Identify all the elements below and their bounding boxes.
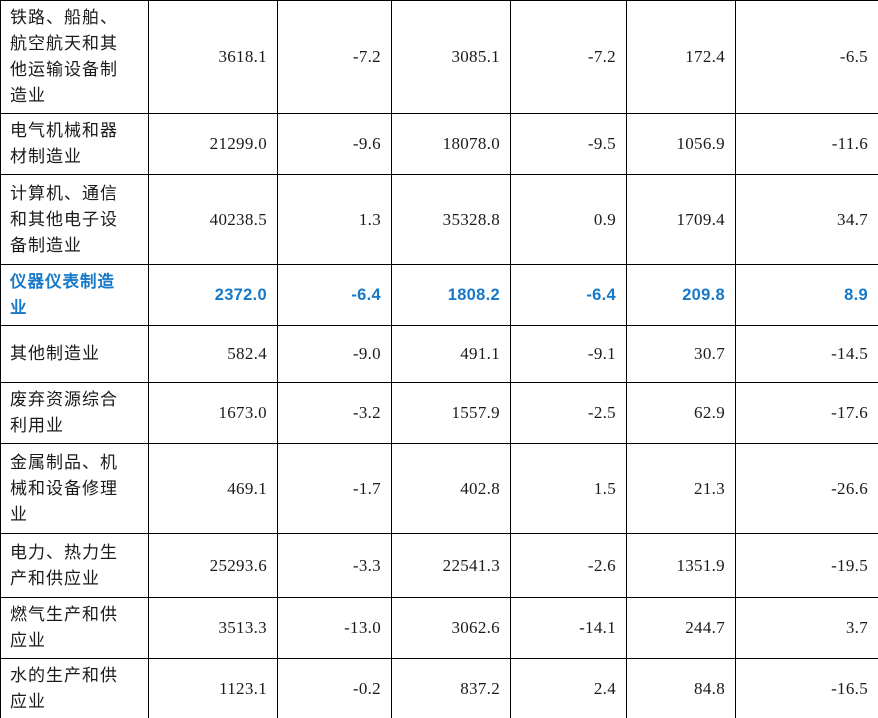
value-cell: -7.2 [510, 0, 627, 114]
table-row: 燃气生产和供应业 3513.3 -13.0 3062.6 -14.1 244.7 3.7 [0, 597, 878, 659]
value-cell: 35328.8 [391, 174, 511, 265]
value-cell: 8.9 [735, 264, 878, 326]
industry-name-cell: 金属制品、机械和设备修理业 [0, 443, 149, 534]
value-cell: 244.7 [626, 597, 736, 659]
value-cell: 3618.1 [148, 0, 278, 114]
value-cell: -7.2 [277, 0, 392, 114]
value-cell: 402.8 [391, 443, 511, 534]
value-cell: -26.6 [735, 443, 878, 534]
value-cell: -6.5 [735, 0, 878, 114]
value-cell: -14.5 [735, 325, 878, 383]
table-row: 铁路、船舶、航空航天和其他运输设备制造业 3618.1 -7.2 3085.1 -7.2… [0, 0, 878, 114]
value-cell: 62.9 [626, 382, 736, 444]
value-cell: -9.1 [510, 325, 627, 383]
value-cell: 1056.9 [626, 113, 736, 175]
value-cell: -14.1 [510, 597, 627, 659]
value-cell: 21299.0 [148, 113, 278, 175]
value-cell: 1557.9 [391, 382, 511, 444]
value-cell: 491.1 [391, 325, 511, 383]
industry-name-cell: 电力、热力生产和供应业 [0, 533, 149, 598]
value-cell: 1673.0 [148, 382, 278, 444]
value-cell: 3062.6 [391, 597, 511, 659]
value-cell: -9.6 [277, 113, 392, 175]
value-cell: 3513.3 [148, 597, 278, 659]
industry-name-cell: 仪器仪表制造业 [0, 264, 149, 326]
value-cell: -16.5 [735, 658, 878, 718]
value-cell: -6.4 [277, 264, 392, 326]
value-cell: 30.7 [626, 325, 736, 383]
table-row: 其他制造业 582.4 -9.0 491.1 -9.1 30.7 -14.5 [0, 325, 878, 383]
value-cell: 21.3 [626, 443, 736, 534]
value-cell: 2372.0 [148, 264, 278, 326]
value-cell: -0.2 [277, 658, 392, 718]
value-cell: 469.1 [148, 443, 278, 534]
value-cell: -9.5 [510, 113, 627, 175]
value-cell: 3085.1 [391, 0, 511, 114]
value-cell: 25293.6 [148, 533, 278, 598]
value-cell: 1123.1 [148, 658, 278, 718]
value-cell: -6.4 [510, 264, 627, 326]
value-cell: 172.4 [626, 0, 736, 114]
industry-name-cell: 废弃资源综合利用业 [0, 382, 149, 444]
table-row: 水的生产和供应业 1123.1 -0.2 837.2 2.4 84.8 -16.5 [0, 658, 878, 718]
value-cell: 1.5 [510, 443, 627, 534]
value-cell: -9.0 [277, 325, 392, 383]
value-cell: 1808.2 [391, 264, 511, 326]
value-cell: 837.2 [391, 658, 511, 718]
value-cell: -3.3 [277, 533, 392, 598]
value-cell: -2.5 [510, 382, 627, 444]
value-cell: -13.0 [277, 597, 392, 659]
industry-name-cell: 其他制造业 [0, 325, 149, 383]
industry-name-cell: 铁路、船舶、航空航天和其他运输设备制造业 [0, 0, 149, 114]
value-cell: 1351.9 [626, 533, 736, 598]
value-cell: 0.9 [510, 174, 627, 265]
value-cell: 582.4 [148, 325, 278, 383]
table-row: 计算机、通信和其他电子设备制造业 40238.5 1.3 35328.8 0.9 1709… [0, 174, 878, 265]
value-cell: 1709.4 [626, 174, 736, 265]
value-cell: 18078.0 [391, 113, 511, 175]
value-cell: -3.2 [277, 382, 392, 444]
value-cell: 209.8 [626, 264, 736, 326]
value-cell: 2.4 [510, 658, 627, 718]
industry-name-cell: 电气机械和器材制造业 [0, 113, 149, 175]
value-cell: -1.7 [277, 443, 392, 534]
value-cell: -11.6 [735, 113, 878, 175]
value-cell: 22541.3 [391, 533, 511, 598]
table-row: 金属制品、机械和设备修理业 469.1 -1.7 402.8 1.5 21.3 -26.6 [0, 443, 878, 534]
table-row: 电力、热力生产和供应业 25293.6 -3.3 22541.3 -2.6 1351.9-… [0, 533, 878, 598]
value-cell: -17.6 [735, 382, 878, 444]
table-row: 电气机械和器材制造业 21299.0 -9.6 18078.0 -9.5 1056.9 -1… [0, 113, 878, 175]
industry-name-cell: 计算机、通信和其他电子设备制造业 [0, 174, 149, 265]
table-row: 废弃资源综合利用业 1673.0 -3.2 1557.9 -2.5 62.9 -17.6 [0, 382, 878, 444]
value-cell: -2.6 [510, 533, 627, 598]
value-cell: -19.5 [735, 533, 878, 598]
value-cell: 40238.5 [148, 174, 278, 265]
industry-name-cell: 燃气生产和供应业 [0, 597, 149, 659]
industry-name-cell: 水的生产和供应业 [0, 658, 149, 718]
value-cell: 3.7 [735, 597, 878, 659]
value-cell: 84.8 [626, 658, 736, 718]
value-cell: 1.3 [277, 174, 392, 265]
value-cell: 34.7 [735, 174, 878, 265]
table-row: 仪器仪表制造业 2372.0 -6.4 1808.2 -6.4 209.8 8.9 [0, 264, 878, 326]
